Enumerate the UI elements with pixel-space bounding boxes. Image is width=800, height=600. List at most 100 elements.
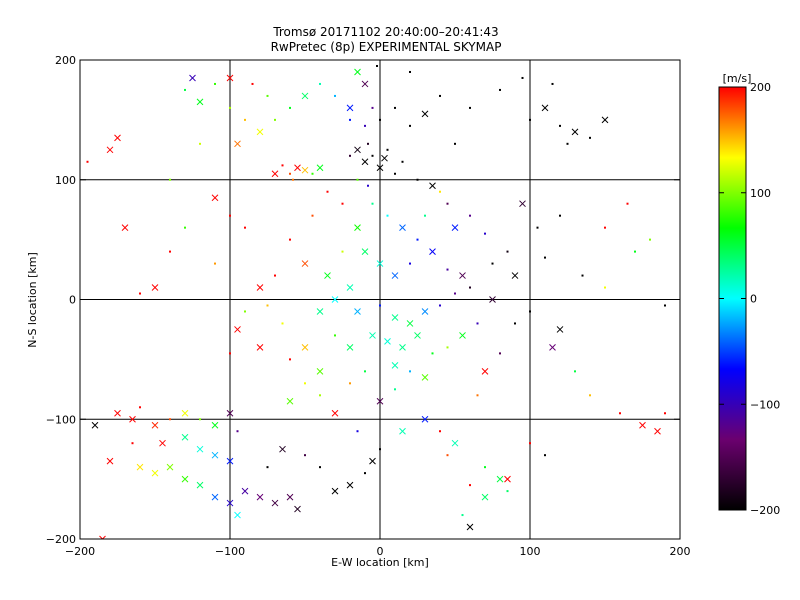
- data-point-cross: [331, 409, 339, 417]
- y-tick-label: 100: [55, 174, 76, 187]
- data-point-dot: [574, 370, 576, 373]
- data-point-dot: [454, 142, 456, 145]
- data-point-dot: [416, 178, 419, 181]
- data-point-dot: [589, 136, 591, 139]
- data-point-dot: [281, 322, 284, 325]
- data-point-dot: [619, 412, 621, 415]
- data-point-dot: [529, 442, 531, 445]
- data-point-cross: [99, 535, 106, 539]
- data-point-dot: [454, 292, 456, 295]
- data-point-dot: [506, 490, 509, 493]
- data-point-dot: [311, 172, 314, 175]
- data-point-dot: [469, 214, 471, 217]
- data-point-dot: [184, 226, 186, 229]
- data-point-cross: [519, 200, 526, 208]
- data-point-dot: [559, 214, 561, 217]
- data-point-dot: [476, 322, 479, 325]
- data-point-cross: [391, 314, 399, 321]
- data-point-cross: [354, 68, 361, 76]
- data-point-cross: [601, 116, 609, 124]
- data-point-cross: [331, 487, 339, 495]
- y-axis-ticks: −200 −100 0 100 200: [46, 54, 680, 546]
- data-point-cross: [376, 164, 384, 172]
- x-tick-label: 0: [377, 545, 384, 558]
- data-point-cross: [211, 493, 219, 501]
- data-point-dot: [439, 430, 441, 433]
- data-point-cross: [271, 499, 279, 507]
- data-point-cross: [354, 224, 361, 232]
- data-point-dot: [244, 118, 246, 121]
- data-point-cross: [361, 248, 369, 255]
- data-point-dot: [289, 106, 291, 109]
- data-point-cross: [496, 475, 504, 483]
- data-point-dot: [439, 190, 441, 193]
- data-point-dot: [229, 106, 231, 109]
- data-point-dot: [281, 164, 284, 167]
- data-point-dot: [386, 148, 389, 151]
- data-point-cross: [211, 194, 219, 202]
- data-point-cross: [331, 296, 339, 303]
- data-point-cross: [136, 463, 144, 471]
- data-point-dot: [484, 466, 486, 469]
- data-point-cross: [211, 451, 219, 459]
- data-point-dot: [169, 418, 171, 421]
- data-point-cross: [256, 344, 264, 351]
- data-point-cross: [391, 272, 399, 279]
- grid-lines: [80, 60, 680, 539]
- x-tick-label: 100: [520, 545, 541, 558]
- data-point-dot: [214, 262, 216, 265]
- data-point-cross: [369, 457, 376, 465]
- data-point-dot: [626, 202, 629, 205]
- data-point-dot: [581, 274, 584, 277]
- data-point-cross: [226, 499, 234, 507]
- data-point-dot: [319, 466, 321, 469]
- data-point-cross: [541, 104, 549, 112]
- data-point-cross: [234, 511, 241, 519]
- data-point-dot: [131, 442, 134, 445]
- x-tick-label: −100: [215, 545, 245, 558]
- data-point-cross: [346, 481, 354, 489]
- data-point-dot: [409, 70, 411, 73]
- data-point-cross: [414, 332, 421, 339]
- data-point-dot: [386, 214, 389, 217]
- data-point-cross: [241, 487, 249, 495]
- data-point-dot: [274, 274, 276, 277]
- data-point-cross: [151, 469, 159, 477]
- data-point-cross: [421, 373, 429, 381]
- data-point-cross: [316, 308, 324, 315]
- data-point-dot: [326, 190, 329, 193]
- data-point-dot: [266, 466, 269, 469]
- data-point-dot: [236, 430, 239, 433]
- data-point-dot: [289, 358, 291, 361]
- data-point-cross: [346, 104, 354, 112]
- y-tick-label: −100: [46, 413, 76, 426]
- data-point-dot: [274, 118, 276, 121]
- data-point-dot: [349, 154, 351, 157]
- data-point-cross: [639, 421, 646, 429]
- data-point-dot: [349, 382, 351, 385]
- data-point-cross: [354, 146, 361, 154]
- data-point-cross: [489, 296, 496, 303]
- data-point-dot: [664, 412, 666, 415]
- data-point-dot: [367, 142, 369, 145]
- data-point-cross: [549, 344, 556, 351]
- colorbar-tick-label: 200: [750, 81, 771, 94]
- data-point-dot: [229, 214, 231, 217]
- data-point-cross: [234, 140, 241, 148]
- chart-title-line-2: RwPretec (8p) EXPERIMENTAL SKYMAP: [271, 40, 502, 54]
- data-point-cross: [376, 397, 384, 405]
- data-point-cross: [481, 367, 489, 375]
- data-point-dot: [506, 250, 509, 253]
- data-point-cross: [421, 415, 429, 423]
- data-point-cross: [114, 134, 121, 142]
- data-point-cross: [346, 284, 354, 291]
- data-point-dot: [536, 226, 539, 229]
- data-point-dot: [199, 418, 201, 421]
- data-point-cross: [481, 493, 489, 501]
- data-point-cross: [234, 326, 241, 333]
- colorbar-tick-label: 100: [750, 187, 771, 200]
- data-point-cross: [211, 421, 219, 429]
- data-point-dot: [424, 214, 426, 217]
- data-point-dot: [349, 118, 351, 121]
- data-point-dot: [484, 232, 486, 235]
